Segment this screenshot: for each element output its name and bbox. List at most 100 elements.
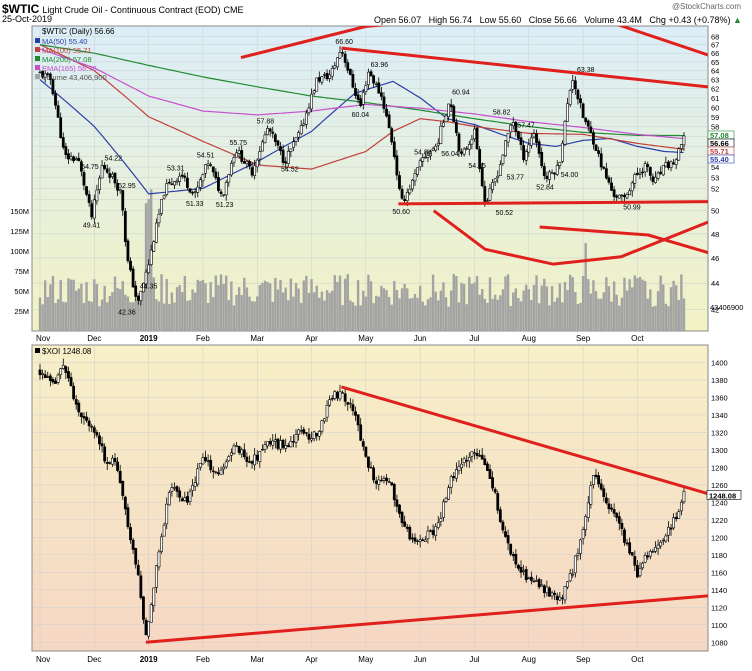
candle-body — [111, 173, 114, 177]
candle-body — [630, 552, 634, 556]
volume-bar — [300, 302, 303, 331]
volume-bar — [556, 297, 559, 331]
volume-bar — [331, 290, 334, 331]
volume-bar — [100, 299, 104, 331]
candle-body — [623, 194, 626, 198]
data-label: 66.60 — [335, 39, 353, 46]
candle-body — [193, 482, 197, 487]
candle-body — [656, 544, 660, 549]
volume-bar — [77, 288, 80, 331]
volume-last-value: 43406900 — [710, 303, 743, 312]
candle-body — [403, 521, 407, 527]
candle-body — [302, 123, 306, 126]
candle-body — [617, 516, 621, 524]
price-badge — [707, 154, 735, 164]
candle-body — [276, 438, 280, 449]
candle-body — [442, 122, 445, 127]
volume-bar — [328, 292, 331, 331]
x-tick-label: Apr — [305, 334, 318, 343]
candle-body — [612, 189, 616, 197]
candle-body — [612, 509, 616, 514]
volume-bar — [325, 290, 329, 331]
volume-bar — [183, 275, 187, 331]
candle-body — [152, 587, 156, 607]
candle-body — [54, 93, 57, 106]
candle-body — [488, 188, 492, 201]
x-tick-label: Jul — [469, 334, 479, 343]
volume-bar — [426, 299, 430, 331]
volume-bar — [579, 302, 582, 331]
volume-bar — [59, 279, 62, 331]
volume-bar — [315, 285, 318, 331]
y-tick-label: 42 — [711, 306, 719, 315]
candle-body — [196, 186, 200, 193]
candle-body — [548, 587, 551, 597]
volume-bar — [429, 297, 432, 331]
volume-bar — [680, 274, 683, 331]
legend-swatch — [35, 38, 40, 43]
volume-bar — [638, 276, 642, 331]
candle-body — [160, 536, 163, 552]
candle-body — [253, 454, 257, 466]
candle-body — [667, 161, 670, 169]
volume-tick-label: 150M — [10, 207, 29, 216]
candle-body — [113, 172, 117, 184]
candle-body — [382, 478, 386, 481]
y-tick-label: 54 — [711, 163, 719, 172]
candle-body — [38, 369, 42, 376]
volume-bar — [571, 277, 574, 331]
data-label: 52.95 — [118, 183, 136, 190]
candle-body — [118, 470, 122, 483]
watermark: @StockCharts.com — [672, 2, 742, 11]
volume-bar — [465, 304, 468, 331]
candle-body — [204, 457, 207, 462]
volume-bar — [387, 297, 391, 331]
candle-body — [69, 156, 73, 160]
volume-bar — [62, 301, 65, 331]
volume-bar — [162, 303, 166, 331]
trendline — [145, 594, 708, 644]
candle-body — [348, 402, 352, 405]
volume-bar — [677, 300, 680, 331]
candle-body — [129, 260, 132, 271]
y-tick-label: 1280 — [711, 463, 728, 472]
candle-body — [82, 416, 86, 419]
candle-body — [434, 526, 438, 536]
candle-body — [266, 441, 269, 447]
candle-body — [48, 375, 52, 382]
candle-body — [136, 296, 140, 301]
x-tick-label: Mar — [250, 334, 264, 343]
volume-axis: 25M 50M 75M 100M 125M 150M 43406900 — [10, 207, 743, 316]
candle-body — [51, 378, 55, 383]
candle-body — [157, 213, 161, 224]
volume-bar — [437, 300, 440, 331]
candle-body — [672, 162, 676, 165]
x-tick-label: Sep — [576, 334, 591, 343]
candle-body — [382, 96, 386, 109]
volume-bar — [209, 282, 212, 331]
candle-body — [317, 77, 321, 82]
candle-body — [103, 446, 107, 462]
candle-body — [522, 570, 526, 572]
trendline — [340, 385, 708, 496]
candle-body — [488, 469, 492, 479]
x-tick-label: Dec — [87, 655, 101, 664]
candle-body — [501, 154, 505, 164]
candle-body — [328, 399, 332, 406]
candle-body — [395, 155, 399, 176]
candle-body — [92, 199, 96, 219]
candle-body — [284, 161, 288, 164]
candle-body — [602, 488, 606, 497]
candle-body — [292, 441, 295, 443]
candle-body — [633, 174, 637, 184]
candle-body — [475, 127, 479, 149]
volume-bar — [106, 302, 109, 331]
candle-body — [232, 445, 236, 454]
candle-body — [41, 373, 44, 375]
candle-body — [299, 125, 303, 135]
candle-body — [661, 539, 665, 542]
legend-swatch — [35, 74, 40, 79]
volume-bar — [116, 287, 119, 331]
volume-bar — [111, 292, 114, 331]
volume-bar — [439, 290, 443, 331]
